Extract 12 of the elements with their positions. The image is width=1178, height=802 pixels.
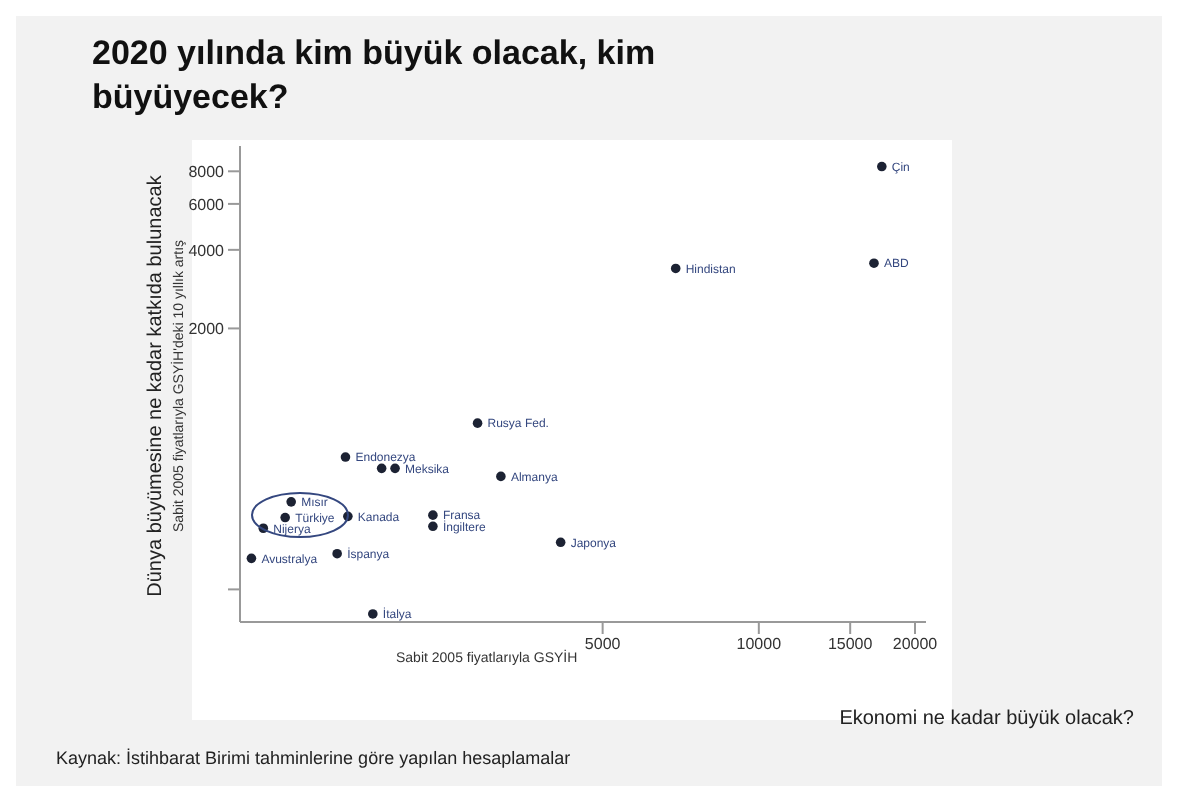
y-tick-label: 4000 <box>188 241 226 260</box>
y-tick-label: 2000 <box>188 320 226 339</box>
text: Ekonomi ne kadar büyük olacak? <box>839 708 1134 730</box>
y-tick-label: 6000 <box>188 195 226 214</box>
text: Dünya büyümesine ne kadar katkıda bulunacak <box>145 175 167 597</box>
x-tick-label: 15000 <box>827 635 874 654</box>
y-tick-label: 8000 <box>188 162 226 181</box>
x-tick-label: 20000 <box>892 635 939 654</box>
text: Kaynak: İstihbarat Birimi tahminlerine göre yapılan hesaplamalar <box>56 748 571 768</box>
x-tick-label: 10000 <box>736 635 783 654</box>
chart-title: 2020 yılında kim büyük olacak, kim büyüyecek? <box>92 32 658 120</box>
x-tick-label: 5000 <box>584 635 622 654</box>
